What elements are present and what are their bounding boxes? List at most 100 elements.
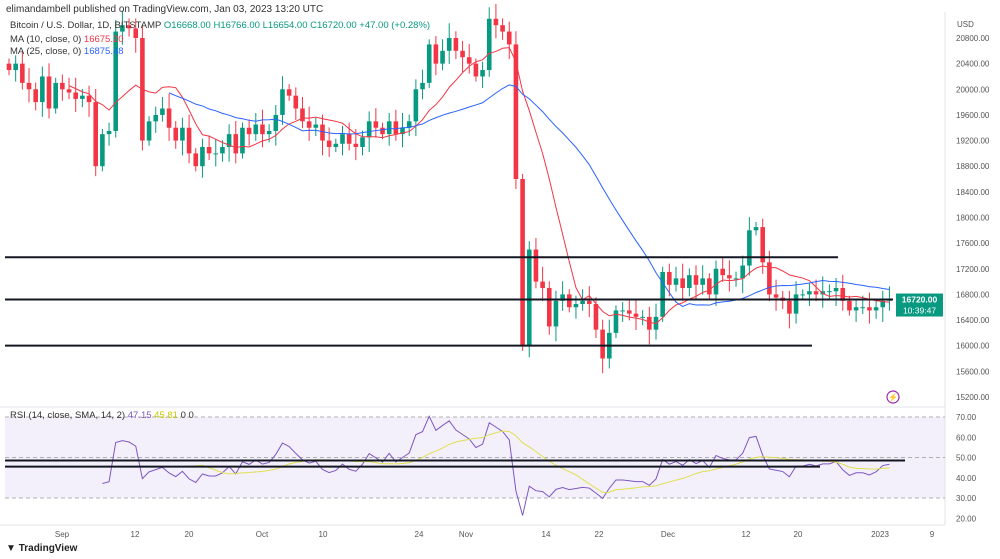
candle-body (340, 134, 345, 144)
time-tick: 12 (131, 530, 140, 539)
ma10-value: 16675.20 (83, 34, 124, 45)
candle-body (833, 287, 839, 292)
candle-body (26, 82, 32, 90)
candle-body (633, 313, 639, 317)
price-tick: 18000.00 (956, 213, 990, 222)
candle-body (787, 300, 792, 314)
candle-body (440, 50, 445, 64)
price-tick: 20800.00 (956, 34, 990, 43)
candle-body (460, 50, 465, 58)
candle-body (93, 102, 99, 167)
price-tick: 17200.00 (956, 265, 990, 274)
candle-body (553, 300, 559, 327)
candle-body (113, 31, 119, 131)
candle-body (760, 227, 766, 263)
candle-body (226, 134, 232, 147)
candle-body (306, 121, 312, 128)
candle-body (300, 108, 305, 122)
candle-body (647, 316, 652, 330)
candle-body (20, 63, 25, 83)
time-tick: 2023 (871, 530, 889, 539)
candle-body (200, 146, 205, 167)
candle-body (713, 268, 719, 295)
candle-body (627, 310, 632, 314)
candle-body (286, 89, 292, 96)
candle-body (753, 227, 759, 231)
ohlc-high: H16766.00 (213, 20, 260, 31)
candle-body (406, 121, 412, 128)
candle-body (53, 82, 58, 109)
price-tick: 19600.00 (956, 111, 990, 120)
candle-body (280, 89, 285, 115)
candle-body (660, 271, 665, 317)
candle-body (293, 95, 299, 109)
candle-body (586, 300, 592, 305)
candle-body (80, 95, 85, 99)
tradingview-logo[interactable]: ▼ TradingView (6, 543, 78, 554)
candle-body (593, 304, 599, 330)
candle-body (613, 310, 619, 333)
candle-body (220, 146, 225, 154)
candle-body (353, 143, 359, 147)
candle-body (573, 304, 579, 308)
lightning-icon (886, 390, 900, 404)
time-tick: Nov (459, 530, 473, 539)
candle-body (6, 63, 12, 71)
candle-body (373, 121, 379, 128)
candle-body (126, 25, 132, 29)
time-tick: 22 (595, 530, 604, 539)
rsi-legend[interactable]: RSI (14, close, SMA, 14, 2) 47.15 45.81 … (10, 410, 194, 421)
candle-body (426, 44, 432, 83)
ma25-value: 16875.48 (83, 46, 124, 57)
candle-body (13, 63, 18, 71)
candle-body (420, 82, 425, 90)
candle-body (620, 310, 625, 312)
ma25-legend[interactable]: MA (25, close, 0) 16875.48 (10, 46, 124, 57)
ohlc-low: L16654.00 (262, 20, 308, 31)
price-tick: 17600.00 (956, 239, 990, 248)
candle-body (186, 127, 192, 154)
candle-body (700, 278, 705, 285)
candle-body (533, 249, 539, 282)
rsi-tick: 60.00 (956, 433, 977, 442)
candle-body (793, 294, 799, 314)
candle-body (253, 124, 259, 135)
candle-body (540, 281, 545, 288)
candle-body (180, 127, 185, 141)
ma10-line (68, 47, 890, 325)
price-tick: 20000.00 (956, 85, 990, 94)
candle-body (600, 329, 605, 359)
ohlc-change: +47.00 (+0.28%) (359, 20, 431, 31)
rsi-tick: 40.00 (956, 474, 977, 483)
candle-body (73, 92, 78, 99)
candle-body (206, 146, 212, 154)
candle-body (520, 179, 525, 346)
time-tick: 12 (742, 530, 751, 539)
candle-body (173, 127, 179, 141)
ma10-legend[interactable]: MA (10, close, 0) 16675.20 (10, 34, 124, 45)
candle-body (66, 89, 72, 93)
rsi-line (102, 415, 890, 516)
candle-body (867, 307, 872, 311)
time-tick: Dec (661, 530, 675, 539)
time-tick: 20 (794, 530, 803, 539)
candle-body (46, 76, 52, 109)
time-tick: 9 (930, 530, 935, 539)
price-tick: 20400.00 (956, 60, 990, 69)
time-tick: 24 (415, 530, 424, 539)
time-tick: Sep (55, 530, 70, 539)
candle-body (433, 44, 439, 64)
candle-body (500, 25, 505, 32)
candle-body (273, 114, 279, 131)
candle-body (453, 38, 459, 51)
candle-body (146, 121, 152, 141)
candle-body (106, 130, 112, 135)
candle-body (560, 294, 565, 301)
candle-body (60, 82, 65, 90)
rsi-extra: 0 0 (180, 410, 194, 421)
candle-body (800, 294, 806, 296)
candle-body (513, 44, 519, 180)
candle-body (680, 278, 685, 288)
symbol-legend: Bitcoin / U.S. Dollar, 1D, BITSTAMP O166… (10, 20, 430, 31)
